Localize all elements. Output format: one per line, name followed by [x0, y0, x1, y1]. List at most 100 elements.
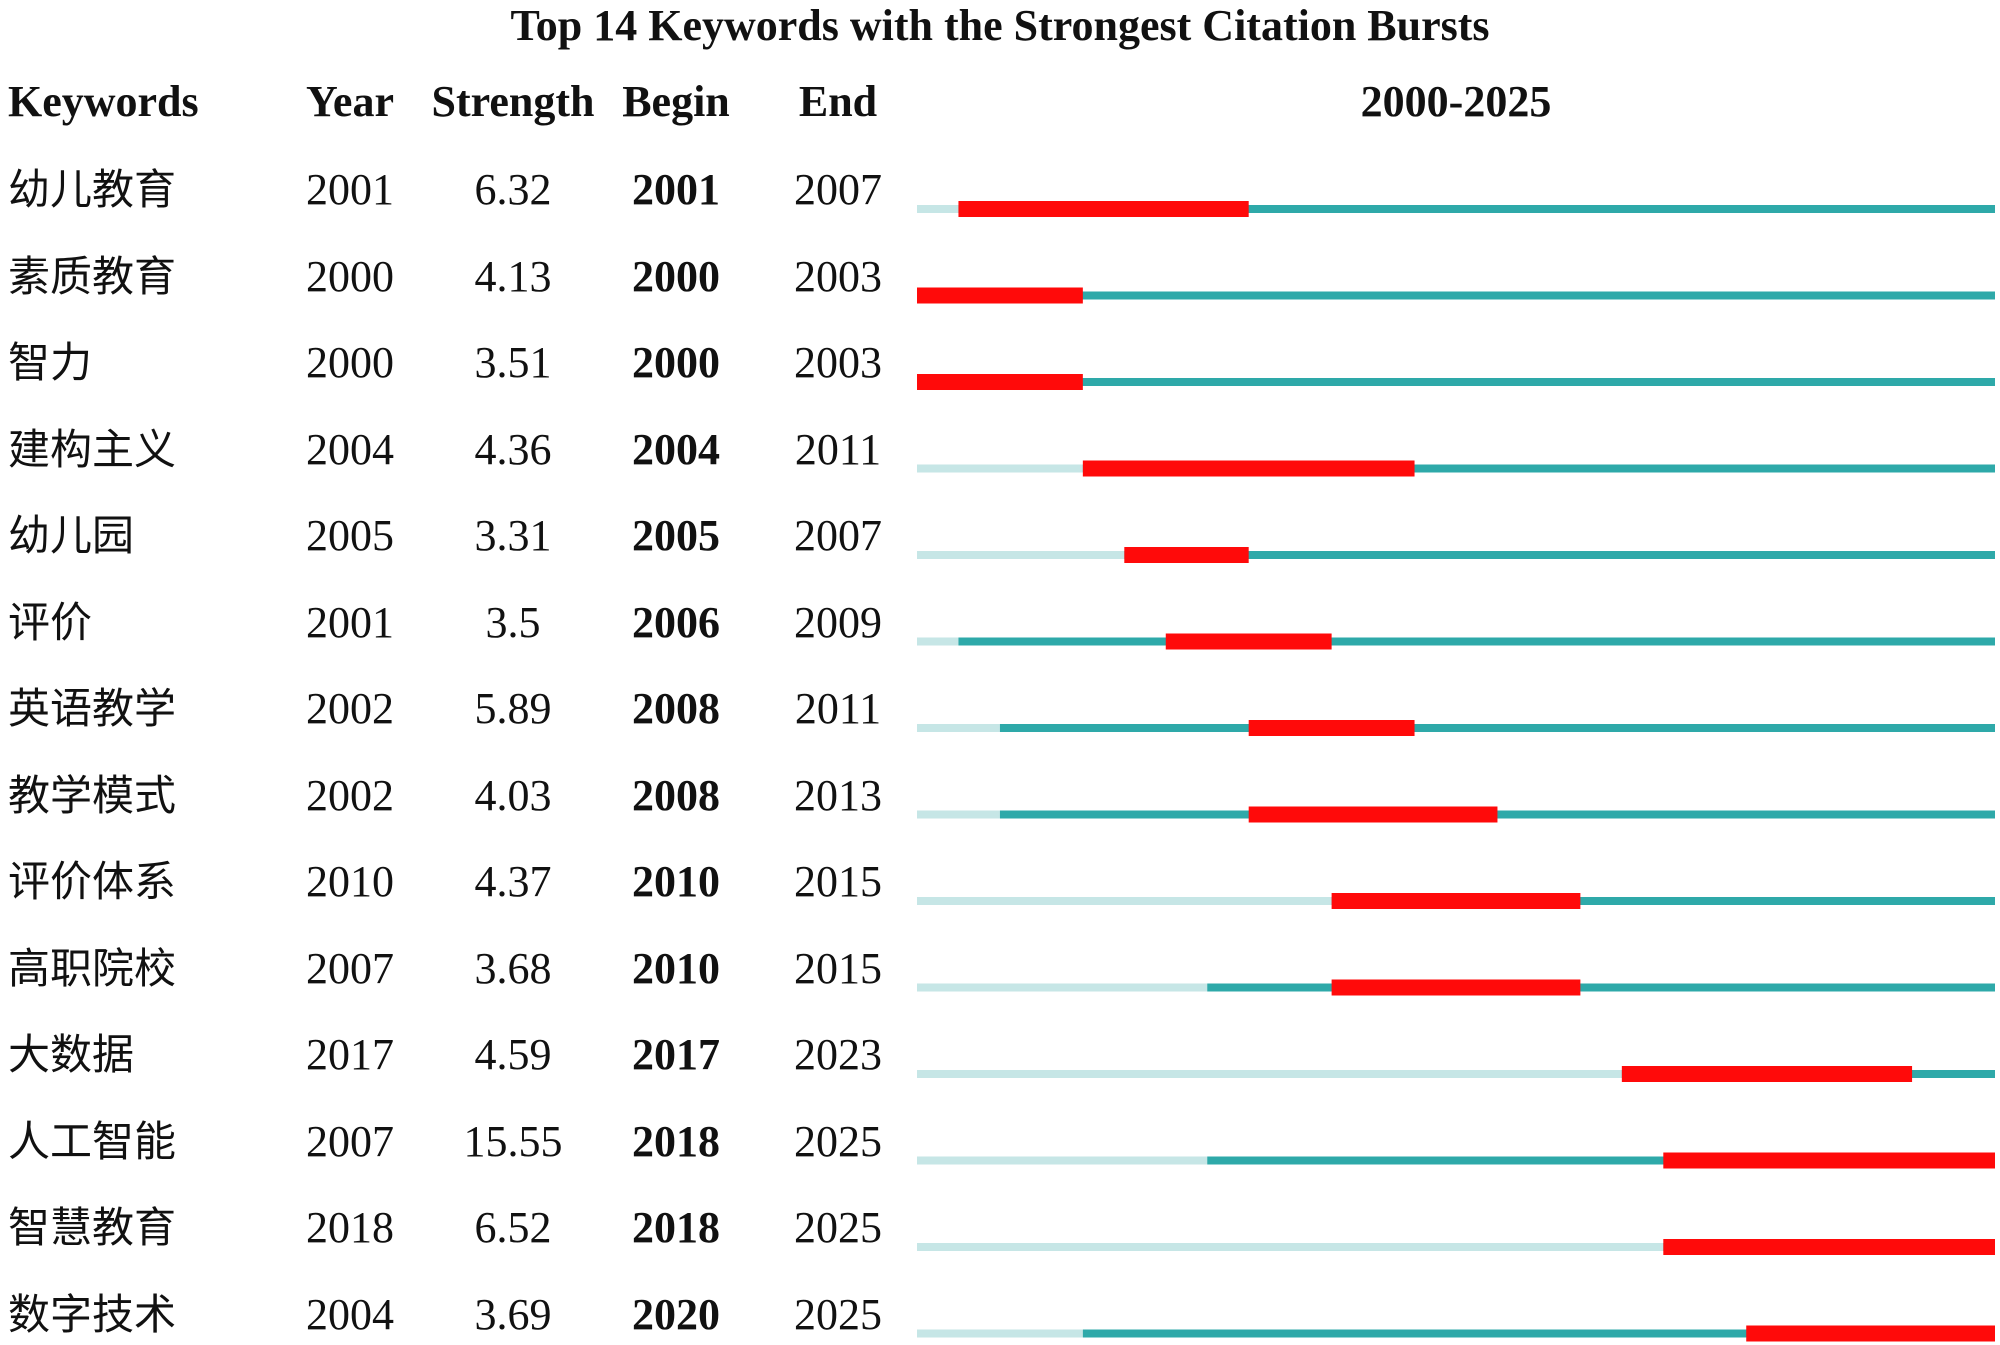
year-cell: 2000	[306, 251, 394, 301]
strength-cell: 4.36	[474, 424, 552, 474]
timeline-active-segment	[958, 205, 1995, 213]
timeline-active-segment	[999, 724, 1995, 732]
timeline-inactive-segment	[917, 1329, 1083, 1338]
end-cell: 2023	[794, 1030, 882, 1079]
header-strength: Strength	[431, 77, 595, 126]
timeline-active-segment	[1082, 464, 1995, 473]
end-cell: 2015	[794, 857, 882, 906]
end-cell: 2009	[794, 597, 882, 647]
strength-cell: 3.51	[474, 338, 552, 387]
begin-cell: 2017	[632, 1030, 720, 1079]
timeline-inactive-segment	[917, 810, 1000, 819]
timeline-active-segment	[917, 291, 1995, 300]
strength-cell: 3.68	[474, 943, 552, 993]
end-cell: 2011	[794, 684, 882, 733]
timeline-inactive-segment	[917, 983, 1208, 992]
timeline-active-segment	[1331, 897, 1995, 905]
strength-cell: 4.03	[474, 770, 552, 820]
burst-bar	[958, 201, 1249, 217]
header-keywords: Keywords	[8, 77, 199, 126]
begin-cell: 2010	[632, 943, 720, 993]
strength-cell: 15.55	[463, 1116, 563, 1166]
timeline-inactive-segment	[917, 637, 959, 646]
timeline-inactive-segment	[917, 205, 959, 213]
begin-cell: 2010	[632, 857, 720, 906]
strength-cell: 6.52	[474, 1203, 552, 1252]
timeline-inactive-segment	[917, 1156, 1208, 1165]
keyword-cell: 评价体系	[8, 857, 177, 906]
burst-bar	[1165, 633, 1332, 650]
timeline-inactive-segment	[917, 464, 1083, 473]
end-cell: 2011	[794, 424, 882, 474]
begin-cell: 2006	[632, 597, 720, 647]
timeline-active-segment	[1207, 983, 1995, 992]
burst-bar	[1248, 806, 1498, 823]
timeline-inactive-segment	[917, 1243, 1664, 1251]
begin-cell: 2008	[632, 684, 720, 733]
burst-bar	[1082, 460, 1415, 477]
begin-cell: 2018	[632, 1116, 720, 1166]
strength-cell: 3.31	[474, 511, 552, 560]
keyword-cell: 素质教育	[8, 251, 177, 301]
timeline-active-segment	[1124, 551, 1995, 559]
begin-cell: 2005	[632, 511, 720, 560]
keyword-cell: 智力	[8, 338, 93, 387]
end-cell: 2015	[794, 943, 882, 993]
burst-bar	[1331, 893, 1581, 909]
end-cell: 2025	[794, 1289, 882, 1339]
burst-bar	[1663, 1152, 1995, 1169]
keyword-cell: 幼儿园	[8, 511, 135, 560]
year-cell: 2002	[306, 684, 394, 733]
year-cell: 2007	[306, 1116, 394, 1166]
begin-cell: 2018	[632, 1203, 720, 1252]
burst-bar	[1248, 720, 1415, 736]
keyword-cell: 智慧教育	[8, 1203, 177, 1252]
end-cell: 2007	[794, 511, 882, 560]
burst-bar	[1663, 1239, 1995, 1255]
strength-cell: 4.59	[474, 1030, 552, 1079]
timeline-inactive-segment	[917, 897, 1332, 905]
begin-cell: 2001	[632, 165, 720, 214]
begin-cell: 2004	[632, 424, 720, 474]
begin-cell: 2008	[632, 770, 720, 820]
year-cell: 2004	[306, 424, 394, 474]
timeline-active-segment	[917, 378, 1995, 386]
header-end: End	[798, 77, 878, 126]
keyword-cell: 建构主义	[8, 424, 177, 474]
end-cell: 2013	[794, 770, 882, 820]
keyword-cell: 幼儿教育	[8, 165, 177, 214]
keyword-cell: 人工智能	[8, 1116, 177, 1166]
year-cell: 2002	[306, 770, 394, 820]
year-cell: 2005	[306, 511, 394, 560]
year-cell: 2004	[306, 1289, 394, 1339]
begin-cell: 2020	[632, 1289, 720, 1339]
burst-timeline	[917, 201, 1995, 1342]
header-range: 2000-2025	[1360, 77, 1552, 126]
year-cell: 2000	[306, 338, 394, 387]
burst-bar	[1621, 1066, 1913, 1082]
keyword-cell: 数字技术	[8, 1289, 177, 1339]
burst-bar	[1124, 547, 1249, 563]
strength-cell: 3.5	[485, 597, 541, 647]
end-cell: 2007	[794, 165, 882, 214]
timeline-active-segment	[1082, 1329, 1995, 1338]
begin-cell: 2000	[632, 251, 720, 301]
strength-cell: 4.13	[474, 251, 552, 301]
keyword-cell: 英语教学	[8, 684, 177, 733]
header-begin: Begin	[622, 77, 730, 126]
year-cell: 2007	[306, 943, 394, 993]
year-cell: 2001	[306, 165, 394, 214]
end-cell: 2003	[794, 338, 882, 387]
timeline-inactive-segment	[917, 551, 1125, 559]
strength-cell: 5.89	[474, 684, 552, 733]
timeline-inactive-segment	[917, 724, 1000, 732]
timeline-active-segment	[958, 637, 1995, 646]
end-cell: 2025	[794, 1203, 882, 1252]
keyword-cell: 评价	[8, 597, 93, 647]
timeline-active-segment	[1207, 1156, 1995, 1165]
keyword-cell: 高职院校	[8, 943, 177, 993]
chart-title: Top 14 Keywords with the Strongest Citat…	[510, 1, 1490, 50]
end-cell: 2025	[794, 1116, 882, 1166]
keyword-cell: 教学模式	[8, 770, 177, 820]
